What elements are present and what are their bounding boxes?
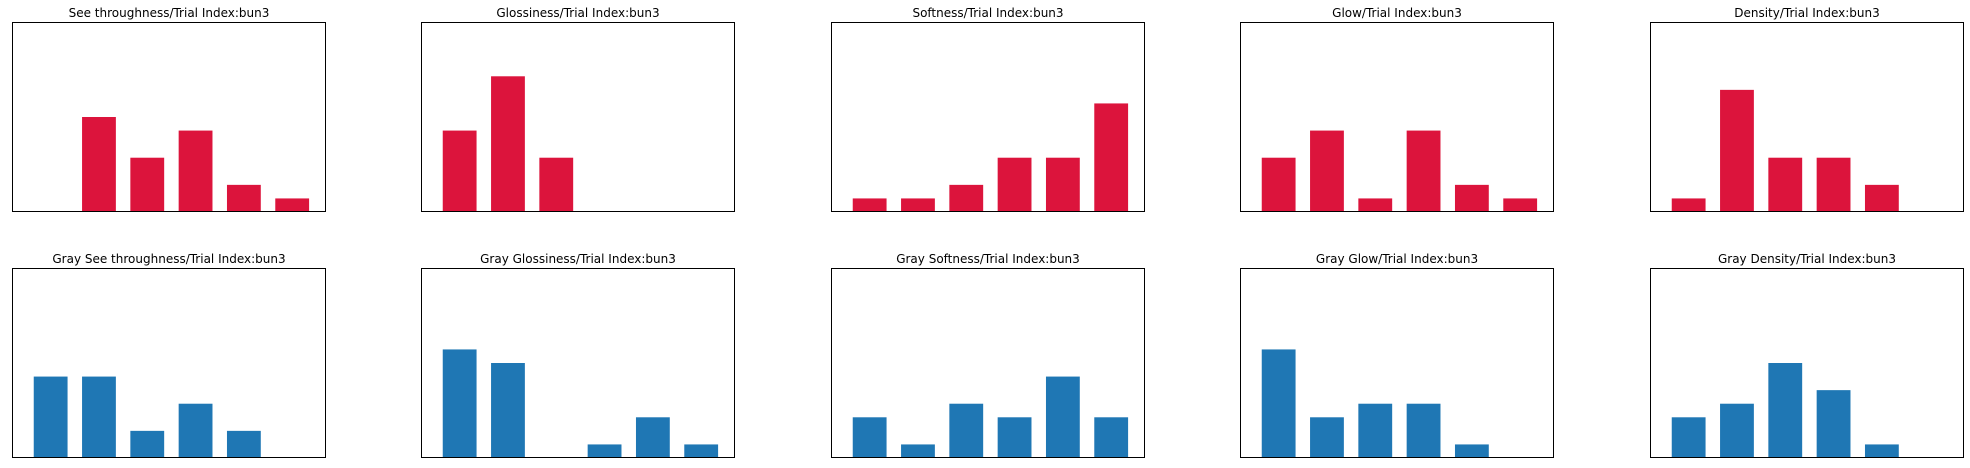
axes-frame [1240, 22, 1554, 212]
subplot-2: Glossiness/Trial Index:bun3 [421, 6, 735, 212]
subplot-6: Gray See throughness/Trial Index:bun3 [12, 252, 326, 458]
histogram-bar [1406, 403, 1441, 458]
histogram-bar [1864, 444, 1899, 458]
histogram-bar [442, 349, 477, 458]
histogram-bar [949, 184, 984, 212]
histogram-bar [997, 157, 1032, 212]
histogram-bar [635, 417, 670, 458]
histogram-bar [852, 198, 887, 212]
histogram-bar [82, 376, 116, 458]
histogram-bar [1816, 390, 1851, 458]
histogram-bar [997, 417, 1032, 458]
subplot-title: Gray See throughness/Trial Index:bun3 [52, 252, 285, 266]
subplot-4: Glow/Trial Index:bun3 [1240, 6, 1554, 212]
subplot-1: See throughness/Trial Index:bun3 [12, 6, 326, 212]
subplot-title: Gray Softness/Trial Index:bun3 [896, 252, 1080, 266]
histogram-bar [130, 157, 165, 212]
subplot-9: Gray Glow/Trial Index:bun3 [1240, 252, 1554, 458]
histogram-bar [1768, 157, 1803, 212]
histogram-bar [1454, 184, 1489, 212]
histogram-bar [491, 76, 525, 212]
axes-frame [1240, 268, 1554, 458]
histogram-bar [1768, 363, 1803, 458]
histogram-bar [1358, 198, 1393, 212]
histogram-bar [1358, 403, 1393, 458]
axes-frame [831, 22, 1145, 212]
histogram-bar [178, 130, 213, 212]
histogram-bar [949, 403, 984, 458]
histogram-bar [901, 198, 935, 212]
histogram-bar [33, 376, 68, 458]
axes-frame [421, 22, 735, 212]
subplot-title: See throughness/Trial Index:bun3 [69, 6, 270, 20]
histogram-bar [82, 117, 116, 212]
subplot-7: Gray Glossiness/Trial Index:bun3 [421, 252, 735, 458]
histogram-bar [539, 157, 574, 212]
subplot-5: Density/Trial Index:bun3 [1650, 6, 1964, 212]
subplot-title: Glossiness/Trial Index:bun3 [496, 6, 659, 20]
histogram-bar [1671, 198, 1706, 212]
histogram-bar [1045, 157, 1080, 212]
histogram-bar [1720, 89, 1754, 212]
axes-frame [12, 22, 326, 212]
subplot-title: Glow/Trial Index:bun3 [1332, 6, 1462, 20]
subplot-10: Gray Density/Trial Index:bun3 [1650, 252, 1964, 458]
subplot-title: Gray Glossiness/Trial Index:bun3 [480, 252, 676, 266]
histogram-bar [1310, 130, 1344, 212]
histogram-bar [1310, 417, 1344, 458]
subplot-title: Density/Trial Index:bun3 [1734, 6, 1880, 20]
histogram-bar [226, 184, 261, 212]
histogram-bar [130, 430, 165, 458]
histogram-bar [178, 403, 213, 458]
histogram-bar [1864, 184, 1899, 212]
subplot-title: Softness/Trial Index:bun3 [912, 6, 1063, 20]
histogram-bar [587, 444, 622, 458]
histogram-bar [442, 130, 477, 212]
axes-frame [1650, 22, 1964, 212]
histogram-bar [901, 444, 935, 458]
axes-frame [831, 268, 1145, 458]
histogram-bar [1261, 349, 1296, 458]
histogram-bar [1720, 403, 1754, 458]
subplot-3: Softness/Trial Index:bun3 [831, 6, 1145, 212]
histogram-bar [684, 444, 719, 458]
subplot-8: Gray Softness/Trial Index:bun3 [831, 252, 1145, 458]
histogram-bar [1094, 103, 1129, 212]
histogram-bar [491, 363, 525, 458]
axes-frame [421, 268, 735, 458]
histogram-bar [852, 417, 887, 458]
histogram-bar [1261, 157, 1296, 212]
subplot-title: Gray Glow/Trial Index:bun3 [1316, 252, 1478, 266]
axes-frame [1650, 268, 1964, 458]
histogram-bar [275, 198, 310, 212]
histogram-bar [1045, 376, 1080, 458]
axes-frame [12, 268, 326, 458]
histogram-bar [226, 430, 261, 458]
histogram-bar [1503, 198, 1538, 212]
histogram-bar [1094, 417, 1129, 458]
histogram-bar [1406, 130, 1441, 212]
histogram-bar [1671, 417, 1706, 458]
subplot-title: Gray Density/Trial Index:bun3 [1718, 252, 1896, 266]
histogram-bar [1816, 157, 1851, 212]
histogram-bar [1454, 444, 1489, 458]
